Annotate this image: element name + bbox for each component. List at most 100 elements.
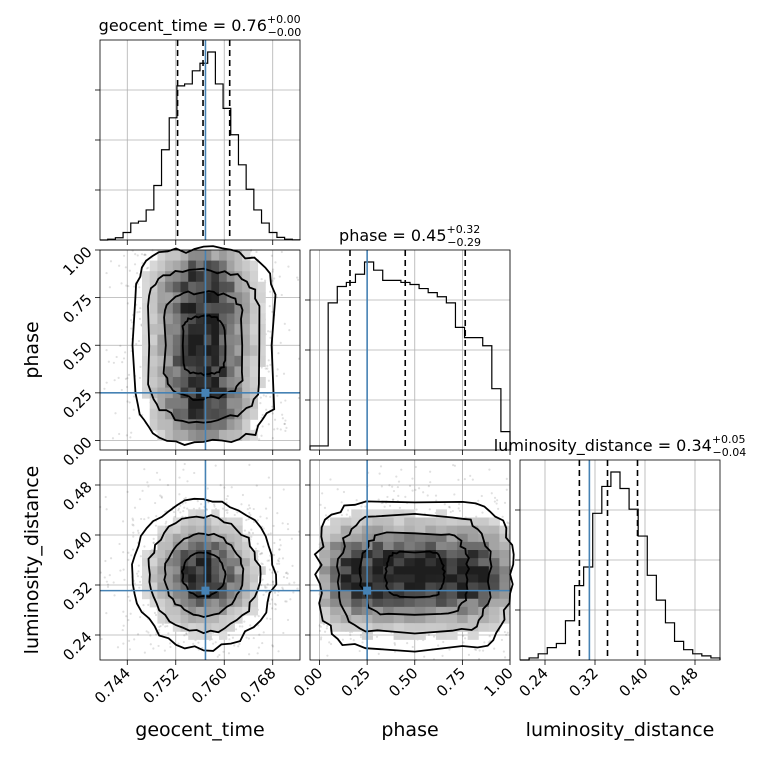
density-cell — [195, 509, 205, 518]
scatter-point — [105, 348, 108, 352]
density-cell — [242, 590, 251, 600]
scatter-point — [137, 570, 140, 573]
density-cell — [195, 271, 205, 283]
density-cell — [219, 429, 228, 441]
panel-frame — [99, 249, 301, 451]
density-cell — [188, 590, 197, 600]
density-cell — [372, 590, 384, 600]
scatter-point — [361, 641, 364, 644]
density-cell — [351, 606, 363, 616]
density-cell — [457, 566, 469, 575]
density-cell — [242, 550, 251, 559]
density-cell — [457, 541, 469, 551]
scatter-point — [269, 532, 272, 535]
scatter-point — [481, 649, 485, 652]
scatter-point — [269, 602, 272, 605]
density-cell — [351, 517, 363, 527]
scatter-point — [261, 425, 264, 428]
scatter-point — [493, 500, 496, 503]
density-cell — [195, 419, 205, 431]
density-cell — [457, 533, 469, 543]
scatter-point — [411, 489, 414, 492]
density-cell — [219, 324, 228, 336]
density-cell — [499, 590, 511, 600]
scatter-point — [103, 576, 106, 579]
scatter-point — [227, 634, 231, 637]
density-cell — [242, 366, 251, 378]
scatter-point — [276, 368, 279, 371]
density-cell — [165, 281, 174, 293]
scatter-point — [272, 583, 275, 586]
density-cell — [226, 598, 235, 608]
scatter-point — [158, 625, 161, 628]
density-cell — [149, 574, 158, 583]
scatter-point — [115, 355, 118, 359]
density-cell — [195, 574, 205, 583]
density-cell — [351, 558, 363, 567]
scatter-point — [321, 492, 324, 495]
scatter-point — [226, 511, 229, 514]
scatter-point — [106, 583, 110, 586]
density-cell — [383, 623, 395, 632]
contour-level-4 — [180, 551, 227, 598]
density-cell — [393, 590, 405, 600]
density-cell — [234, 590, 243, 600]
density-cell — [414, 623, 426, 632]
scatter-point — [453, 464, 457, 467]
scatter-point — [260, 366, 263, 369]
scatter-point — [281, 413, 284, 416]
scatter-point — [326, 624, 329, 628]
scatter-point — [152, 537, 155, 540]
density-cell — [219, 313, 228, 325]
scatter-point — [274, 608, 277, 611]
x-tick-label: 0.40 — [615, 664, 651, 700]
scatter-point — [281, 586, 284, 589]
density-cell — [226, 355, 235, 367]
density-cell — [226, 366, 235, 378]
contour-level-1 — [131, 245, 277, 446]
density-cell — [478, 566, 490, 575]
scatter-point — [262, 527, 265, 530]
title-luminosity_distance: luminosity_distance = 0.34+0.05 −0.04 — [494, 433, 747, 459]
density-cell — [219, 281, 228, 293]
density-cell — [165, 345, 174, 357]
density-cell — [499, 533, 511, 543]
density-cell — [142, 582, 151, 592]
y-axis-label-luminosity_distance: luminosity_distance — [21, 466, 43, 655]
density-cell — [142, 376, 151, 389]
x-tick-label: 0.25 — [338, 664, 374, 700]
scatter-point — [105, 271, 108, 275]
scatter-point — [157, 644, 160, 648]
density-cell — [257, 281, 266, 293]
scatter-point — [139, 307, 142, 310]
y-tick-label: 0.48 — [59, 478, 95, 514]
scatter-point — [265, 517, 268, 520]
density-cell — [340, 606, 352, 616]
scatter-point — [133, 506, 137, 509]
scatter-point — [114, 412, 117, 415]
density-cell — [195, 615, 205, 624]
scatter-point — [269, 617, 272, 621]
scatter-point — [158, 478, 162, 481]
density-cell — [180, 366, 189, 378]
density-cell — [330, 541, 342, 551]
density-cell — [457, 623, 469, 632]
scatter-point — [198, 507, 201, 510]
scatter-point — [226, 494, 229, 498]
scatter-point — [507, 522, 510, 525]
density-cell — [157, 376, 166, 389]
scatter-point — [462, 641, 465, 644]
density-cell — [226, 525, 235, 535]
density-cell — [467, 615, 479, 624]
scatter-point — [271, 644, 274, 647]
density-cell — [446, 623, 458, 632]
contour-level-1 — [131, 497, 278, 652]
scatter-point — [131, 523, 134, 526]
density-cell — [149, 260, 158, 272]
scatter-point — [243, 529, 247, 532]
scatter-point — [164, 522, 167, 525]
scatter-point — [448, 648, 451, 651]
scatter-point — [272, 268, 275, 271]
density-cell — [319, 598, 331, 608]
density-cell — [435, 517, 448, 527]
